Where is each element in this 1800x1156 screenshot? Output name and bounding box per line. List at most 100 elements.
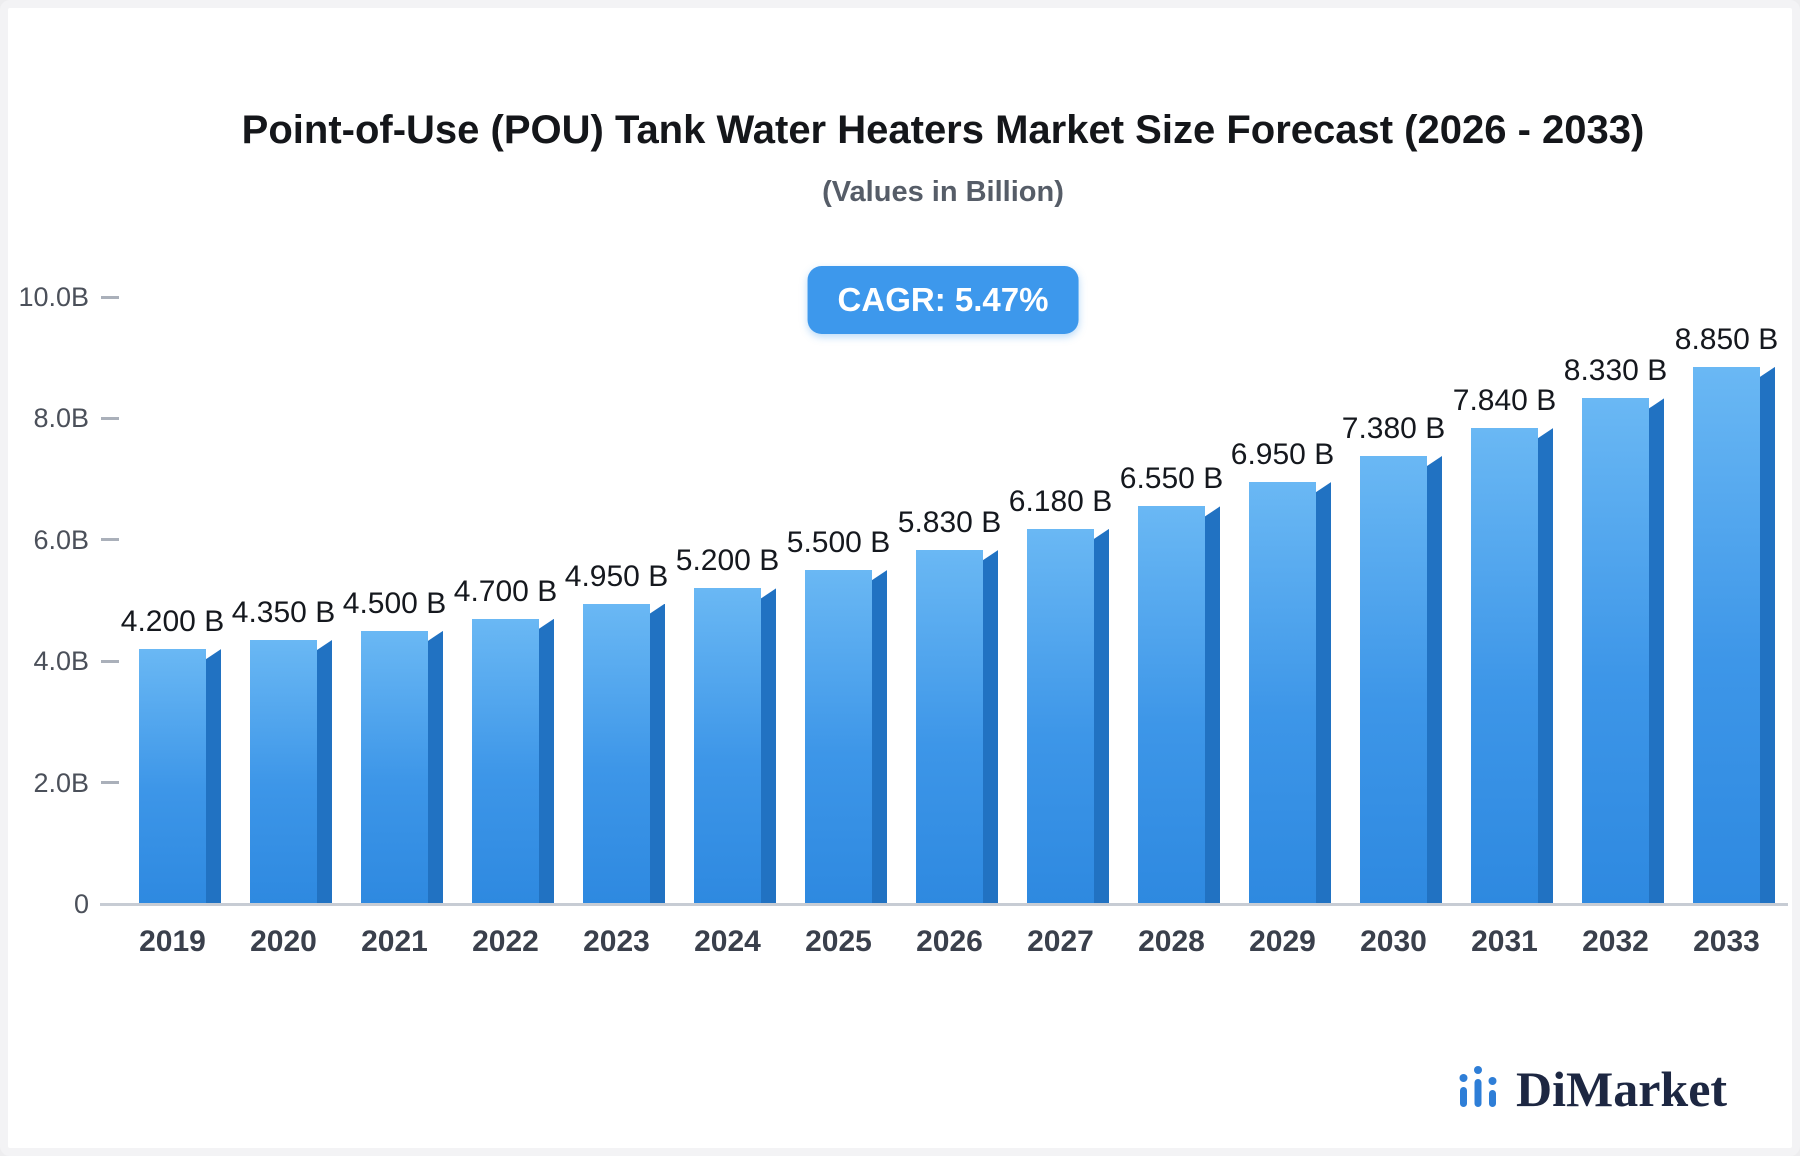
- y-axis-label: 8.0B: [33, 403, 89, 434]
- bar-group: 6.950 B: [1227, 297, 1338, 904]
- x-axis-label: 2021: [361, 925, 428, 958]
- bar: [250, 640, 332, 904]
- x-axis-label: 2022: [472, 925, 539, 958]
- bar: [472, 618, 554, 904]
- x-axis-label: 2028: [1138, 925, 1205, 958]
- bar-side-face: [206, 649, 221, 904]
- bar-front-face: [805, 570, 872, 904]
- x-axis-baseline: [100, 903, 1788, 906]
- bar: [1027, 528, 1109, 904]
- bar-group: 8.330 B: [1560, 297, 1671, 904]
- bar-value-label: 5.830 B: [897, 506, 1002, 540]
- bar: [1360, 456, 1442, 904]
- page-title: Point-of-Use (POU) Tank Water Heaters Ma…: [241, 108, 1645, 152]
- x-axis-label: 2030: [1360, 925, 1427, 958]
- bar-value-label: 6.550 B: [1119, 462, 1224, 496]
- dimarket-logo-text: DiMarket: [1516, 1061, 1728, 1117]
- bar-value-label: 4.200 B: [120, 605, 225, 639]
- bar-side-face: [650, 603, 665, 904]
- bar-side-face: [1205, 506, 1220, 904]
- y-axis-tick: [101, 295, 119, 299]
- bar-front-face: [694, 588, 761, 904]
- bar: [1471, 428, 1553, 904]
- page-subtitle: (Values in Billion): [822, 176, 1064, 208]
- bar-front-face: [1471, 428, 1538, 904]
- bar-side-face: [872, 570, 887, 904]
- bar-chart-logo-icon: [1459, 1066, 1497, 1107]
- bar-front-face: [139, 649, 206, 904]
- bar-group: 6.180 B: [1005, 297, 1116, 904]
- bar-front-face: [1138, 506, 1205, 904]
- bar-value-label: 5.200 B: [675, 544, 780, 578]
- bar-front-face: [472, 618, 539, 904]
- bar: [1249, 482, 1331, 904]
- bar-group: 4.350 B: [228, 297, 339, 904]
- bar-value-label: 8.330 B: [1563, 354, 1668, 388]
- y-axis-label: 10.0B: [18, 282, 89, 312]
- x-axis-label: 2023: [583, 925, 650, 958]
- bar: [1582, 398, 1664, 904]
- bar: [805, 570, 887, 904]
- bar-value-label: 4.700 B: [453, 574, 558, 608]
- bar-group: 5.200 B: [672, 297, 783, 904]
- bar-value-label: 4.950 B: [564, 559, 669, 593]
- bar-front-face: [1027, 528, 1094, 904]
- bar-value-label: 4.350 B: [231, 596, 336, 629]
- cagr-badge: CAGR: 5.47%: [807, 266, 1079, 334]
- x-axis-label: 2024: [694, 925, 761, 958]
- bar-group: 4.500 B: [339, 297, 450, 904]
- bar-side-face: [428, 630, 443, 904]
- bar-front-face: [1693, 366, 1760, 904]
- x-axis-label: 2032: [1582, 925, 1649, 958]
- bar-value-label: 7.380 B: [1341, 412, 1446, 445]
- bar-group: 7.840 B: [1449, 297, 1560, 904]
- y-axis-tick: [101, 538, 119, 542]
- x-axis-label: 2019: [139, 925, 206, 958]
- bar-front-face: [250, 640, 317, 904]
- bar-side-face: [1538, 428, 1553, 904]
- y-axis-tick: [101, 781, 119, 785]
- bar-side-face: [317, 640, 332, 904]
- x-axis-label: 2026: [916, 925, 983, 958]
- y-axis-label: 2.0B: [33, 767, 89, 798]
- dimarket-logo: DiMarket: [1452, 1063, 1727, 1115]
- bar-side-face: [1649, 398, 1664, 904]
- y-axis-tick: [101, 416, 119, 420]
- bar-group: 5.830 B: [894, 297, 1005, 904]
- bar-value-label: 5.500 B: [786, 526, 891, 560]
- bar: [694, 588, 776, 904]
- bar-value-label: 6.950 B: [1230, 438, 1335, 472]
- bar-front-face: [916, 550, 983, 904]
- bar-side-face: [761, 588, 776, 904]
- bar-group: 4.700 B: [450, 297, 561, 904]
- bars-row: 4.200 B 4.350 B 4.500 B 4.700 B 4.950 B 5.200…: [117, 297, 1782, 904]
- bar: [1693, 366, 1775, 904]
- x-axis-label: 2027: [1027, 925, 1094, 958]
- y-axis-label: 0: [73, 889, 89, 919]
- x-axis-label: 2029: [1249, 925, 1316, 958]
- x-axis-label: 2025: [805, 925, 872, 958]
- bar-group: 4.950 B: [561, 297, 672, 904]
- bar-group: 5.500 B: [783, 297, 894, 904]
- x-axis-label: 2031: [1471, 925, 1538, 958]
- x-axis-label: 2020: [250, 925, 317, 958]
- bar-group: 4.200 B: [117, 297, 228, 904]
- y-axis-label: 6.0B: [33, 524, 89, 555]
- bar: [916, 550, 998, 904]
- bar-front-face: [1360, 456, 1427, 904]
- bar-value-label: 8.850 B: [1674, 322, 1779, 356]
- bar-group: 7.380 B: [1338, 297, 1449, 904]
- x-axis-label: 2033: [1693, 925, 1760, 958]
- x-axis: 2019 2020 2021 2022 2023 2024 2025 2026 2027 2028…: [117, 925, 1782, 959]
- bar-group: 6.550 B: [1116, 297, 1227, 904]
- y-axis-tick: [101, 659, 119, 663]
- bar-group: 8.850 B: [1671, 297, 1782, 904]
- bar-value-label: 7.840 B: [1452, 384, 1557, 418]
- bar-value-label: 4.500 B: [342, 586, 447, 620]
- bar-side-face: [1094, 528, 1109, 904]
- bar-side-face: [1427, 456, 1442, 904]
- bar: [583, 603, 665, 904]
- bar-front-face: [1249, 482, 1316, 904]
- bar: [1138, 506, 1220, 904]
